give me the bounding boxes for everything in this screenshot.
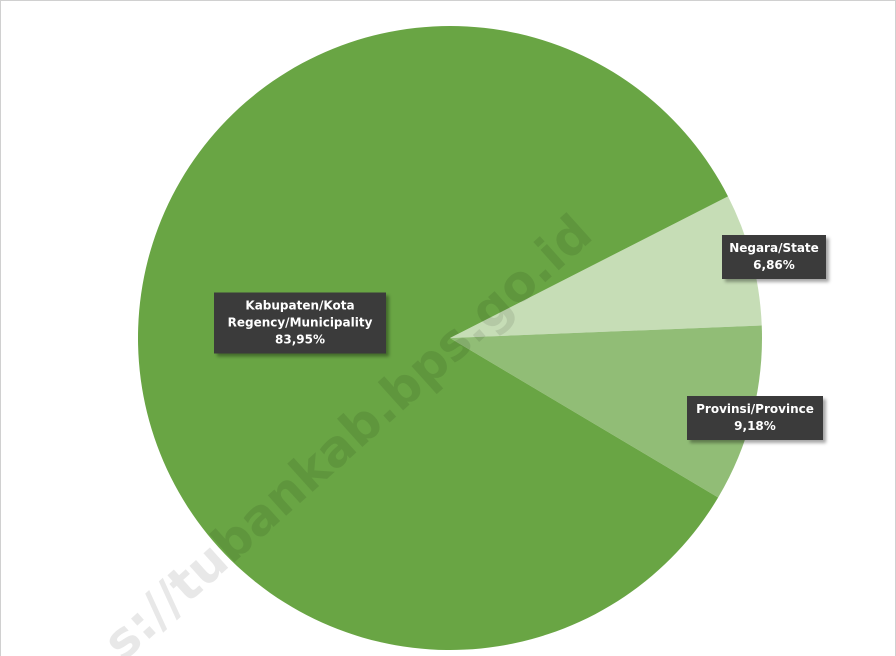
slice-label: Kabupaten/Kota [245,299,354,313]
pie-slice [137,25,728,651]
slice-label: Regency/Municipality [228,316,373,330]
value-label: 6,86% [753,258,795,272]
label-box [687,396,823,440]
slice-label: Negara/State [729,241,819,255]
pie [137,25,762,651]
value-label: 9,18% [734,419,776,433]
label-box [214,292,386,354]
pie-slice [450,196,762,338]
label-box [722,235,826,279]
slice-label: Provinsi/Province [696,402,814,416]
value-label: 83,95% [275,333,325,347]
pie-slice [450,325,762,498]
labels: Negara/State 6,86% Provinsi/Province 9,18% K… [214,235,826,440]
